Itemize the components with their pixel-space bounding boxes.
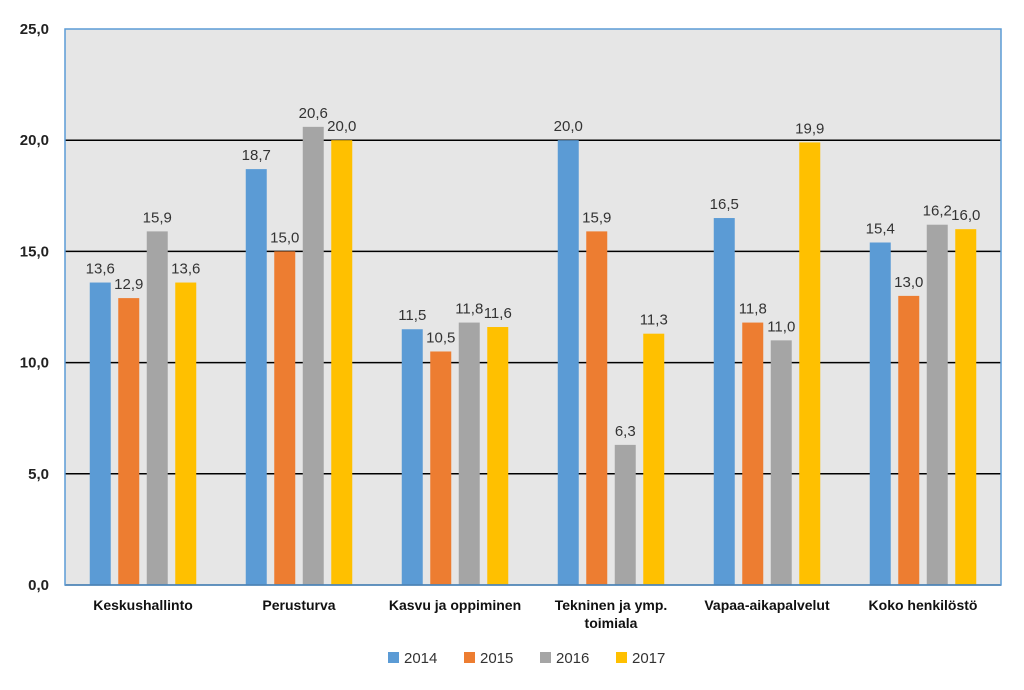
- x-tick-label: toimiala: [585, 615, 638, 631]
- y-tick-label: 20,0: [20, 132, 49, 149]
- data-label: 13,6: [86, 261, 115, 278]
- data-label: 15,0: [270, 229, 299, 246]
- bar-2015: [586, 231, 608, 585]
- bar-2016: [146, 231, 168, 585]
- legend-swatch-2015: [464, 652, 475, 663]
- bar-2015: [742, 322, 764, 585]
- legend-swatch-2014: [388, 652, 399, 663]
- bar-2016: [614, 444, 636, 585]
- data-label: 10,5: [426, 329, 455, 346]
- data-label: 11,3: [640, 312, 668, 329]
- data-label: 11,8: [739, 301, 767, 318]
- data-label: 6,3: [615, 423, 636, 440]
- bar-2017: [643, 333, 665, 585]
- y-tick-label: 5,0: [28, 466, 49, 483]
- y-tick-label: 25,0: [20, 21, 49, 38]
- y-tick-label: 0,0: [28, 577, 49, 594]
- data-label: 11,0: [767, 318, 795, 335]
- x-tick-label: Koko henkilöstö: [869, 597, 978, 613]
- bar-2017: [955, 229, 977, 585]
- data-label: 11,8: [455, 301, 483, 318]
- bar-2017: [487, 327, 509, 585]
- bar-2014: [869, 242, 891, 585]
- bar-2015: [430, 351, 452, 585]
- data-label: 16,2: [923, 203, 952, 220]
- bar-2014: [401, 329, 423, 585]
- bar-2014: [557, 140, 579, 585]
- data-label: 11,6: [484, 305, 512, 322]
- x-tick-label: Tekninen ja ymp.: [555, 597, 668, 613]
- x-tick-label: Perusturva: [262, 597, 335, 613]
- x-tick-label: Kasvu ja oppiminen: [389, 597, 521, 613]
- bar-2016: [926, 224, 948, 585]
- data-label: 19,9: [795, 120, 824, 137]
- plot-area: [65, 29, 1001, 585]
- legend-label-2016: 2016: [556, 650, 589, 667]
- data-label: 16,5: [710, 196, 739, 213]
- data-label: 20,6: [299, 105, 328, 122]
- bar-2014: [713, 218, 735, 586]
- bar-2015: [274, 251, 296, 585]
- data-label: 16,0: [951, 207, 980, 224]
- y-tick-label: 15,0: [20, 243, 49, 260]
- bar-2014: [89, 282, 111, 585]
- data-label: 11,5: [398, 307, 426, 324]
- data-label: 12,9: [114, 276, 143, 293]
- bar-2017: [331, 140, 353, 585]
- bar-2016: [770, 340, 792, 585]
- data-label: 20,0: [554, 118, 583, 135]
- bar-2016: [458, 322, 480, 585]
- data-label: 20,0: [327, 118, 356, 135]
- legend-label-2017: 2017: [632, 650, 665, 667]
- y-tick-label: 10,0: [20, 355, 49, 372]
- data-label: 13,0: [894, 274, 923, 291]
- plot-frame: [64, 28, 1002, 586]
- x-tick-label: Keskushallinto: [93, 597, 193, 613]
- bar-2014: [245, 169, 267, 585]
- legend-swatch-2016: [540, 652, 551, 663]
- x-tick-label: Vapaa-aikapalvelut: [704, 597, 830, 613]
- bar-2015: [118, 298, 140, 585]
- data-label: 15,9: [143, 209, 172, 226]
- legend-label-2014: 2014: [404, 650, 437, 667]
- bar-2016: [302, 126, 324, 585]
- legend-label-2015: 2015: [480, 650, 513, 667]
- bar-2015: [898, 295, 920, 585]
- data-label: 15,9: [582, 209, 611, 226]
- bar-2017: [175, 282, 197, 585]
- bar-2017: [799, 142, 821, 585]
- data-label: 15,4: [866, 221, 895, 238]
- data-label: 18,7: [242, 147, 271, 164]
- data-label: 13,6: [171, 261, 200, 278]
- legend-swatch-2017: [616, 652, 627, 663]
